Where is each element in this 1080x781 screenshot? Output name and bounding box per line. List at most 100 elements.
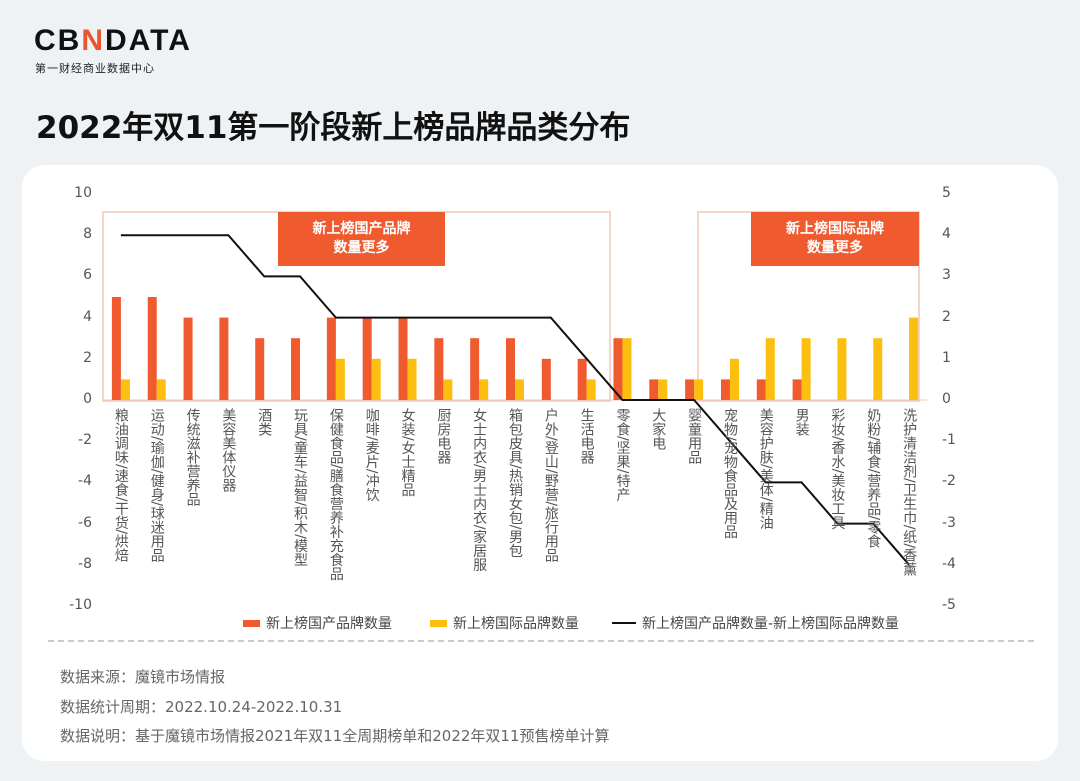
bar-domestic <box>577 358 587 400</box>
y-right-tick: 1 <box>942 349 951 366</box>
y-right-tick: -4 <box>942 555 956 572</box>
x-category-label: 零食/坚果/特产 <box>614 408 631 502</box>
bar-international <box>765 338 775 400</box>
x-category-label: 女士内衣/男士内衣/家居服 <box>471 408 488 572</box>
footer-period: 数据统计周期：2022.10.24-2022.10.31 <box>60 698 343 716</box>
bar-domestic <box>685 379 695 400</box>
footer-note: 数据说明：基于魔镜市场情报2021年双11全周期榜单和2022年双11预售榜单计… <box>60 727 610 745</box>
bar-domestic <box>291 338 301 400</box>
bar-domestic <box>255 338 265 400</box>
y-left-tick: -4 <box>78 473 92 490</box>
difference-line <box>120 234 910 566</box>
footer-source: 数据来源：魔镜市场情报 <box>60 668 226 686</box>
x-category-label: 传统滋补营养品 <box>184 408 201 506</box>
y-left-tick: 4 <box>83 308 92 325</box>
x-category-label: 大家电 <box>650 408 667 450</box>
bar-domestic <box>470 338 480 400</box>
bar-domestic <box>111 297 121 400</box>
bar-international <box>515 379 524 400</box>
x-category-label: 酒类 <box>256 408 273 436</box>
bar-international <box>479 379 489 400</box>
x-category-label: 咖啡/麦片/冲饮 <box>363 408 380 502</box>
cbndata-logo: CBNDATA <box>34 26 192 56</box>
y-right-tick: 5 <box>942 185 951 201</box>
x-category-label: 粮油调味/速食/干货/烘焙 <box>112 408 129 563</box>
bar-international <box>622 338 632 400</box>
x-category-label: 厨房电器 <box>435 408 452 464</box>
bar-domestic <box>506 338 515 400</box>
bar-international <box>407 358 417 400</box>
y-right-tick: -5 <box>942 597 956 613</box>
bar-international <box>909 317 919 400</box>
bar-international <box>371 358 381 400</box>
bar-international <box>443 379 453 400</box>
y-left-tick: -8 <box>78 555 92 572</box>
legend-swatch <box>243 619 260 627</box>
bar-international <box>586 379 596 400</box>
divider <box>48 640 1034 642</box>
bar-international <box>694 379 704 400</box>
x-category-label: 生活电器 <box>578 408 595 464</box>
bar-domestic <box>792 379 802 400</box>
logo-text: DATA <box>105 24 192 57</box>
y-right-tick: 0 <box>942 391 951 407</box>
y-left-tick: 10 <box>74 185 92 201</box>
y-right-tick: -3 <box>942 514 956 531</box>
y-left-tick: -2 <box>78 432 92 449</box>
y-right-tick: -1 <box>942 432 956 449</box>
bar-domestic <box>541 358 551 400</box>
x-category-label: 户外/登山/野营/旅行用品 <box>542 408 559 563</box>
bar-international <box>156 379 166 400</box>
bar-domestic <box>147 297 157 400</box>
x-category-label: 男装 <box>793 408 810 436</box>
legend-item-domestic: 新上榜国产品牌数量 <box>243 613 392 633</box>
x-category-label: 运动/瑜伽/健身/球迷用品 <box>148 408 165 563</box>
bar-international <box>801 338 811 400</box>
legend-label: 新上榜国际品牌数量 <box>453 616 579 632</box>
legend-item-difference: 新上榜国产品牌数量-新上榜国际品牌数量 <box>612 613 899 633</box>
y-right-tick: -2 <box>942 473 956 490</box>
x-category-label: 美容美体仪器 <box>220 408 237 492</box>
logo-n: N <box>81 24 106 57</box>
bar-domestic <box>398 317 408 400</box>
x-category-label: 彩妆/香水/美妆工具 <box>829 408 846 530</box>
bar-international <box>837 338 847 400</box>
x-category-label: 玩具/童车/益智/积木/模型 <box>292 408 309 567</box>
y-right-tick: 3 <box>942 267 951 284</box>
bar-international <box>729 358 739 400</box>
logo-text: CB <box>34 24 82 57</box>
y-left-tick: 2 <box>83 349 92 366</box>
y-left-tick: 0 <box>83 391 92 407</box>
x-category-label: 保健食品/膳食营养补充食品 <box>327 408 344 581</box>
y-right-tick: 2 <box>942 308 951 325</box>
bar-domestic <box>649 379 659 400</box>
logo-subtitle: 第一财经商业数据中心 <box>35 62 155 75</box>
bar-domestic <box>219 317 229 400</box>
bar-international <box>873 338 883 400</box>
y-left-tick: -6 <box>78 514 92 531</box>
legend-swatch <box>612 622 636 624</box>
x-category-label: 婴童用品 <box>686 408 703 464</box>
bar-international <box>120 379 130 400</box>
legend-label: 新上榜国产品牌数量 <box>266 616 392 632</box>
y-left-tick: 6 <box>83 267 92 284</box>
y-left-tick: 8 <box>83 226 92 243</box>
note-international-more: 新上榜国际品牌 数量更多 <box>751 212 919 266</box>
x-category-label: 洗护清洁剂/卫生巾/纸/香薰 <box>901 408 918 577</box>
bar-domestic <box>362 317 372 400</box>
bar-international <box>335 358 345 400</box>
bar-domestic <box>756 379 766 400</box>
bar-domestic <box>183 317 193 400</box>
legend-label: 新上榜国产品牌数量-新上榜国际品牌数量 <box>642 616 900 632</box>
bar-domestic <box>434 338 444 400</box>
bar-domestic <box>326 317 336 400</box>
x-category-label: 美容护肤/美体/精油 <box>757 408 774 530</box>
x-category-label: 女装/女士精品 <box>399 408 416 497</box>
bar-domestic <box>720 379 730 400</box>
legend-swatch <box>430 619 447 627</box>
x-category-label: 箱包皮具/热销女包/男包 <box>507 408 523 558</box>
x-category-label: 宠物/宠物食品及用品 <box>721 408 738 539</box>
x-category-label: 奶粉/辅食/营养品/零食 <box>865 408 882 549</box>
bar-domestic <box>613 338 623 400</box>
